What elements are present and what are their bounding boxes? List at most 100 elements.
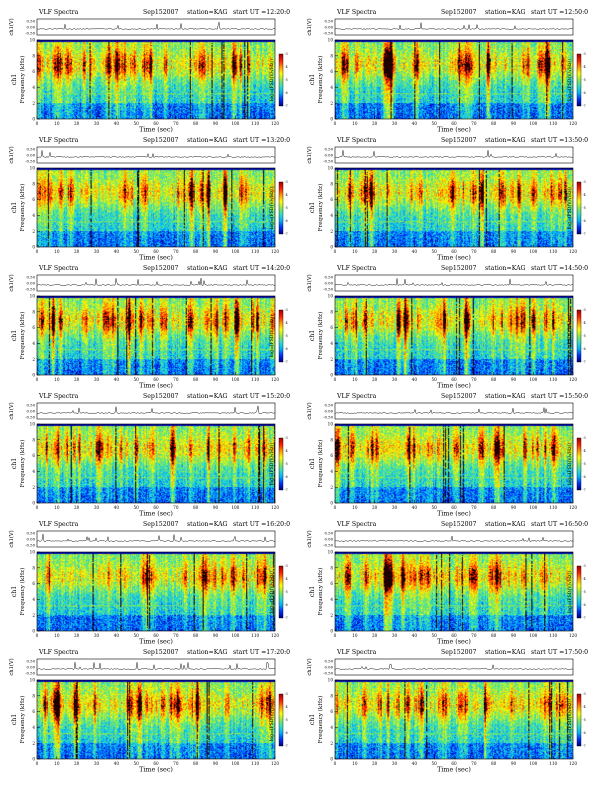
y-tick-label: 4	[32, 85, 35, 90]
y-tick-label: 0	[32, 629, 35, 634]
colorbar-tick-label: -6	[583, 347, 586, 351]
x-tick-label: 0	[36, 249, 39, 254]
x-tick-label: 40	[114, 505, 120, 510]
x-tick-label: 0	[334, 249, 337, 254]
x-tick-label: 60	[153, 633, 159, 638]
x-tick-label: 50	[133, 505, 139, 510]
waveform-tick-label: -0.50	[323, 415, 333, 420]
panel-station: station=KAG	[485, 521, 526, 528]
colorbar-label: log₁₀(PSD(V/√Hz))	[566, 315, 573, 357]
colorbar-label: log₁₀(PSD(V/√Hz))	[566, 571, 573, 613]
colorbar-tick-label: -7	[583, 744, 586, 748]
waveform-tick-label: -0.50	[25, 543, 35, 548]
panel-start-ut: start UT =16:20:0	[233, 521, 290, 528]
x-tick-label: 0	[36, 121, 39, 126]
waveform-tick-label: 0.00	[27, 281, 36, 286]
waveform-tick-label: 0.00	[325, 409, 334, 414]
x-tick-label: 100	[529, 505, 537, 510]
y-tick-label: 0	[330, 245, 333, 250]
colorbar-tick-label: -7	[285, 488, 288, 492]
y-tick-label: 4	[330, 341, 333, 346]
colorbar-tick-label: -6	[285, 475, 288, 479]
panel-title: VLF Spectra	[336, 649, 377, 656]
waveform-axis-label: ch1(V)	[306, 274, 313, 291]
waveform-axis-label: ch1(V)	[306, 146, 313, 163]
y-axis-channel-label: ch1	[11, 330, 18, 341]
spectrogram-image	[37, 424, 275, 503]
colorbar-tick-label: -7	[285, 744, 288, 748]
x-tick-label: 20	[372, 633, 378, 638]
x-tick-label: 110	[251, 377, 259, 382]
x-tick-label: 60	[153, 505, 159, 510]
x-tick-label: 100	[529, 633, 537, 638]
panel-station: station=KAG	[485, 137, 526, 144]
colorbar-tick-label: -7	[583, 616, 586, 620]
x-axis-label: Time (sec)	[139, 254, 173, 262]
y-tick-label: 6	[32, 197, 35, 202]
colorbar-tick-label: -3	[583, 436, 586, 440]
x-tick-label: 100	[231, 377, 239, 382]
y-tick-label: 6	[330, 453, 333, 458]
colorbar-tick-label: -7	[285, 360, 288, 364]
y-tick-label: 8	[330, 437, 333, 442]
x-tick-label: 10	[352, 121, 358, 126]
spectrogram-panel: VLF Spectra Sep152007 station=KAG start UT …	[5, 134, 290, 262]
spectrogram-panel: VLF Spectra Sep152007 station=KAG start UT …	[303, 646, 588, 774]
spectrogram-panel: VLF Spectra Sep152007 station=KAG start UT …	[303, 262, 588, 390]
colorbar-tick-label: -3	[285, 692, 288, 696]
panel-date: Sep152007	[143, 649, 179, 656]
x-tick-label: 120	[271, 633, 279, 638]
waveform-tick-label: -0.50	[25, 415, 35, 420]
x-tick-label: 30	[392, 505, 398, 510]
x-tick-label: 10	[54, 505, 60, 510]
waveform-tick-label: 0.00	[325, 25, 334, 30]
y-axis-channel-label: ch1	[309, 330, 316, 341]
x-tick-label: 60	[153, 121, 159, 126]
panel-start-ut: start UT =12:20:0	[233, 9, 290, 16]
x-tick-label: 50	[133, 633, 139, 638]
waveform-axis-label: ch1(V)	[8, 658, 15, 675]
spectrogram-image	[37, 40, 275, 119]
x-tick-label: 20	[74, 121, 80, 126]
colorbar-label: log₁₀(PSD(V/√Hz))	[566, 59, 573, 101]
x-tick-label: 30	[94, 377, 100, 382]
x-tick-label: 60	[451, 249, 457, 254]
x-tick-label: 30	[392, 761, 398, 766]
waveform-trace	[334, 407, 574, 414]
colorbar-tick-label: -4	[583, 577, 586, 581]
y-tick-label: 10	[30, 38, 36, 43]
waveform-tick-label: 0.50	[27, 275, 36, 280]
waveform-tick-label: 0.00	[325, 537, 334, 542]
x-tick-label: 60	[451, 377, 457, 382]
panel-start-ut: start UT =16:50:0	[531, 521, 588, 528]
waveform-tick-label: 0.00	[325, 665, 334, 670]
x-tick-label: 10	[54, 761, 60, 766]
colorbar-tick-label: -5	[285, 462, 288, 466]
waveform-trace	[334, 22, 574, 30]
x-tick-label: 120	[271, 249, 279, 254]
spectrogram-image	[37, 680, 275, 759]
y-axis-channel-label: ch1	[11, 458, 18, 469]
panel-date: Sep152007	[441, 9, 477, 16]
y-tick-label: 4	[330, 725, 333, 730]
waveform-trace	[334, 278, 574, 286]
x-tick-label: 90	[511, 633, 517, 638]
panel-date: Sep152007	[143, 393, 179, 400]
panel-title: VLF Spectra	[336, 265, 377, 272]
y-tick-label: 8	[32, 693, 35, 698]
waveform-tick-label: -0.50	[25, 159, 35, 164]
panel-title: VLF Spectra	[336, 137, 377, 144]
x-tick-label: 70	[173, 121, 179, 126]
x-tick-label: 40	[114, 121, 120, 126]
x-tick-label: 90	[511, 377, 517, 382]
spectrogram-image	[335, 552, 573, 631]
x-tick-label: 80	[193, 633, 199, 638]
waveform-frame	[334, 274, 574, 292]
panel-station: station=KAG	[485, 649, 526, 656]
waveform-tick-label: 0.00	[27, 537, 36, 542]
colorbar-tick-label: -5	[583, 590, 586, 594]
colorbar-label: log₁₀(PSD(V/√Hz))	[268, 571, 275, 613]
waveform-tick-label: -0.50	[25, 287, 35, 292]
panel-station: station=KAG	[187, 265, 228, 272]
y-tick-label: 10	[30, 678, 36, 683]
